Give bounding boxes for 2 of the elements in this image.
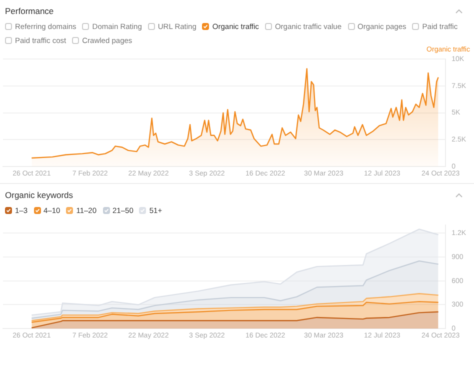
chart-title: Performance [5, 6, 54, 16]
chart-title: Organic keywords [5, 190, 74, 200]
